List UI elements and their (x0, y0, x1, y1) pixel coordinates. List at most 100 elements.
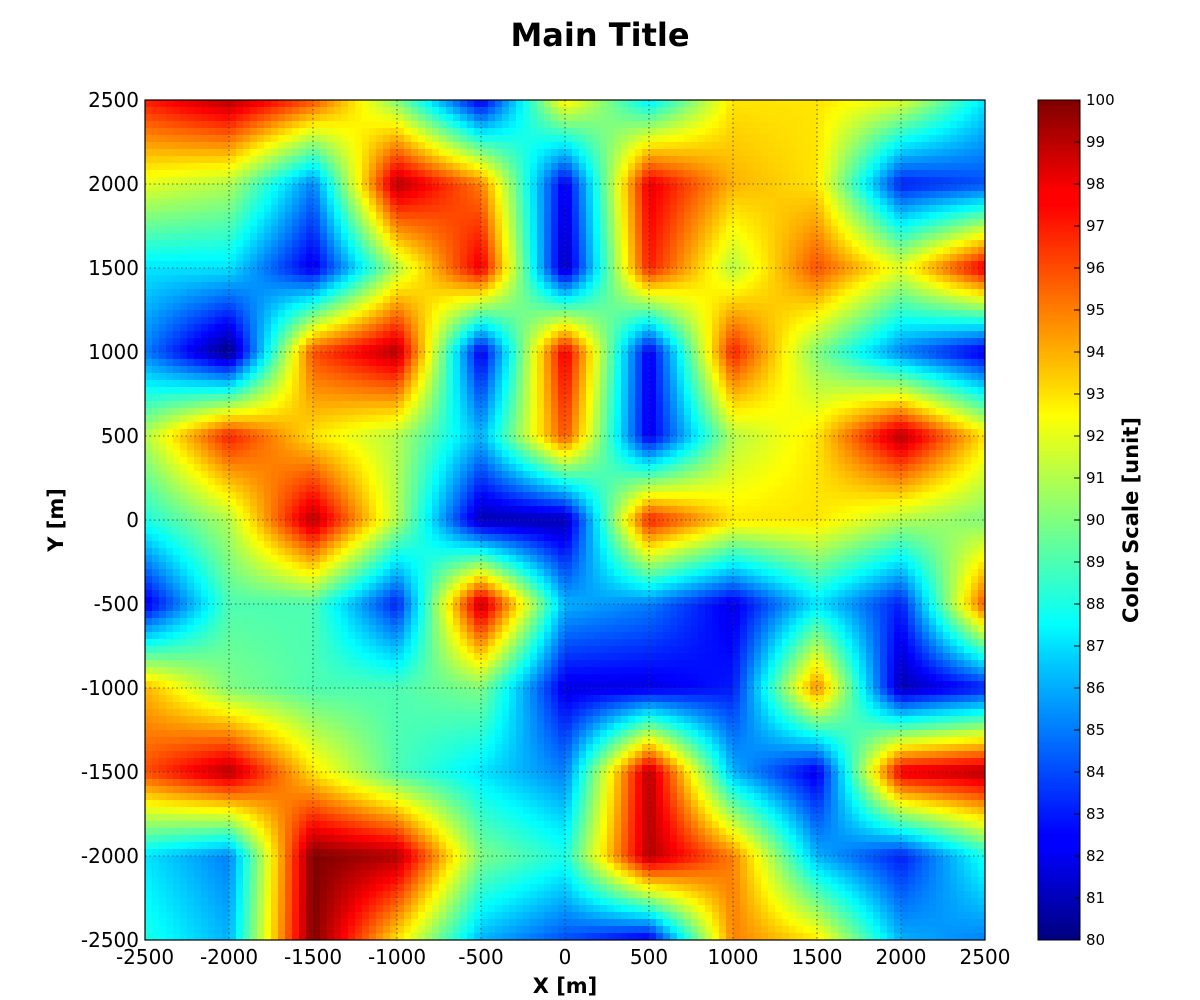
colorbar-tick-label: 81 (1086, 889, 1105, 907)
heatmap-cell (817, 520, 902, 605)
heatmap-cell (397, 268, 482, 353)
heatmap-cell (481, 268, 566, 353)
heatmap-cell (313, 184, 398, 269)
heatmap-cell (901, 436, 986, 521)
heatmap-cell (649, 352, 734, 437)
heatmap-cell (313, 856, 398, 941)
y-axis-label: Y [m] (44, 488, 68, 553)
heatmap-cell (229, 268, 314, 353)
y-axis: 25002000150010005000-500-1000-1500-2000-… (81, 88, 139, 952)
heatmap-cell (145, 100, 230, 185)
colorbar-tick-label: 93 (1086, 385, 1105, 403)
heatmap-cell (145, 268, 230, 353)
heatmap-cell (649, 436, 734, 521)
heatmap-cell (733, 100, 818, 185)
heatmap-cell (817, 688, 902, 773)
colorbar-tick-label: 98 (1086, 175, 1105, 193)
y-tick-label: -500 (94, 592, 139, 616)
heatmap-cell (733, 352, 818, 437)
x-tick-label: 2000 (876, 945, 927, 969)
heatmap-cell (901, 268, 986, 353)
colorbar-tick-label: 86 (1086, 679, 1105, 697)
heatmap-cell (229, 772, 314, 857)
heatmap-cell (649, 268, 734, 353)
x-tick-label: -1000 (368, 945, 426, 969)
heatmap-cell (649, 856, 734, 941)
heatmap-cell (565, 772, 650, 857)
heatmap-cell (145, 520, 230, 605)
y-tick-label: 2500 (88, 88, 139, 112)
heatmap-cell (565, 352, 650, 437)
heatmap-cell (481, 352, 566, 437)
heatmap-cell (901, 184, 986, 269)
colorbar-tick-label: 92 (1086, 427, 1105, 445)
heatmap-cell (481, 772, 566, 857)
heatmap-cell (481, 604, 566, 689)
heatmap-cell (397, 100, 482, 185)
heatmap-cell (901, 352, 986, 437)
heatmap-cell (901, 604, 986, 689)
heatmap-cell (145, 688, 230, 773)
heatmap-cell (565, 268, 650, 353)
heatmap-cell (817, 184, 902, 269)
heatmap-cell (817, 856, 902, 941)
heatmap-cell (649, 184, 734, 269)
y-tick-label: -2000 (81, 844, 139, 868)
heatmap-cell (817, 352, 902, 437)
heatmap-cell (817, 436, 902, 521)
x-tick-label: 1000 (708, 945, 759, 969)
x-tick-label: 0 (559, 945, 572, 969)
chart-title: Main Title (510, 16, 689, 54)
heatmap-cell (229, 604, 314, 689)
heatmap-cell (145, 352, 230, 437)
y-tick-label: 1000 (88, 340, 139, 364)
x-axis: -2500 -2000 -1500 -1000 -500 0 500 1000 1500 2000… (116, 945, 1011, 969)
heatmap-cell (145, 436, 230, 521)
colorbar-tick-label: 95 (1086, 301, 1105, 319)
colorbar-tick-label: 82 (1086, 847, 1105, 865)
heatmap-cell (397, 520, 482, 605)
heatmap-cell (313, 100, 398, 185)
heatmap-cell (901, 688, 986, 773)
colorbar-tick-label: 100 (1086, 91, 1115, 109)
heatmap-cell (229, 856, 314, 941)
heatmap-cell (565, 520, 650, 605)
heatmap-cell (229, 184, 314, 269)
heatmap-cell (565, 184, 650, 269)
colorbar-tick-label: 85 (1086, 721, 1105, 739)
heatmap-cell (313, 352, 398, 437)
heatmap-cell (901, 856, 986, 941)
x-tick-label: 500 (630, 945, 668, 969)
y-tick-label: -1500 (81, 760, 139, 784)
y-tick-label: 2000 (88, 172, 139, 196)
heatmap-cell (733, 604, 818, 689)
heatmap-cell (649, 688, 734, 773)
heatmap-cell (313, 604, 398, 689)
heatmap-cell (313, 772, 398, 857)
heatmap-cell (313, 688, 398, 773)
heatmap-cell (817, 100, 902, 185)
heatmap-cell (397, 436, 482, 521)
y-tick-label: 1500 (88, 256, 139, 280)
heatmap-cell (397, 604, 482, 689)
colorbar-tick-label: 94 (1086, 343, 1105, 361)
colorbar-tick-label: 90 (1086, 511, 1105, 529)
heatmap-cell (481, 436, 566, 521)
x-tick-label: -1500 (284, 945, 342, 969)
heatmap-cell (229, 436, 314, 521)
heatmap-cell (481, 184, 566, 269)
colorbar-tick-label: 87 (1086, 637, 1105, 655)
colorbar (1038, 100, 1080, 940)
colorbar-tick-label: 91 (1086, 469, 1105, 487)
x-tick-label: -2000 (200, 945, 258, 969)
colorbar-tick-label: 96 (1086, 259, 1105, 277)
colorbar-tick-label: 99 (1086, 133, 1105, 151)
colorbar-tick-label: 97 (1086, 217, 1105, 235)
heatmap-cell (817, 268, 902, 353)
heatmap-cell (901, 772, 986, 857)
heatmap-cell (565, 604, 650, 689)
colorbar-tick-label: 83 (1086, 805, 1105, 823)
y-tick-label: -2500 (81, 928, 139, 952)
heatmap-cell (733, 268, 818, 353)
colorbar-tick-label: 80 (1086, 931, 1105, 949)
